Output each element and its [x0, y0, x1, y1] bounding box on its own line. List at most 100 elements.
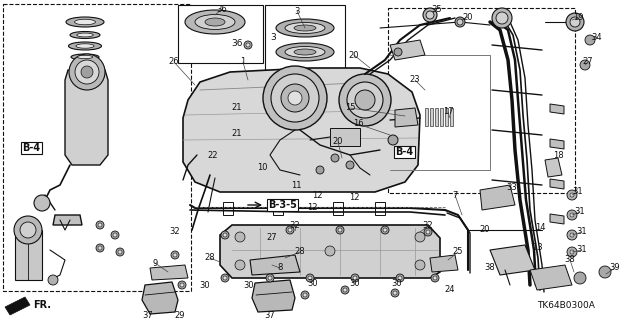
Circle shape [346, 161, 354, 169]
Ellipse shape [77, 56, 93, 59]
Ellipse shape [66, 17, 104, 27]
Circle shape [567, 190, 577, 200]
Circle shape [343, 288, 347, 292]
Circle shape [111, 231, 119, 239]
Circle shape [75, 60, 99, 84]
Circle shape [570, 17, 580, 27]
Circle shape [424, 228, 432, 236]
Text: 30: 30 [349, 279, 360, 288]
Text: B-3-5: B-3-5 [268, 200, 297, 210]
Circle shape [415, 260, 425, 270]
Polygon shape [15, 230, 42, 280]
Circle shape [116, 248, 124, 256]
Bar [435, 108, 438, 126]
Text: 38: 38 [564, 256, 575, 264]
Text: 28: 28 [294, 248, 305, 256]
Circle shape [281, 84, 309, 112]
Circle shape [394, 48, 402, 56]
Polygon shape [183, 68, 420, 192]
Text: 31: 31 [573, 188, 583, 197]
Circle shape [118, 250, 122, 254]
Circle shape [381, 226, 389, 234]
Text: 16: 16 [353, 120, 364, 129]
Text: 29: 29 [175, 310, 185, 319]
Ellipse shape [185, 10, 245, 34]
Circle shape [14, 216, 42, 244]
Circle shape [20, 222, 36, 238]
Polygon shape [430, 255, 458, 272]
Circle shape [339, 74, 391, 126]
Text: 13: 13 [532, 243, 542, 253]
Circle shape [221, 231, 229, 239]
Bar [265, 5, 345, 80]
Ellipse shape [71, 54, 99, 60]
Ellipse shape [74, 19, 95, 25]
Ellipse shape [294, 49, 316, 55]
Circle shape [341, 286, 349, 294]
Ellipse shape [285, 47, 325, 57]
Circle shape [96, 221, 104, 229]
Polygon shape [150, 265, 188, 280]
Text: 12: 12 [275, 204, 285, 212]
Text: 24: 24 [445, 286, 455, 294]
Text: 32: 32 [170, 226, 180, 235]
Text: 31: 31 [575, 207, 586, 217]
Circle shape [415, 232, 425, 242]
Text: 34: 34 [592, 33, 602, 41]
Polygon shape [65, 70, 108, 165]
Circle shape [338, 228, 342, 232]
Circle shape [574, 272, 586, 284]
Polygon shape [5, 297, 30, 315]
Ellipse shape [76, 44, 94, 48]
Circle shape [34, 195, 50, 211]
Circle shape [223, 276, 227, 280]
Bar [425, 108, 428, 126]
Text: FR.: FR. [33, 300, 51, 310]
Polygon shape [480, 185, 515, 210]
Circle shape [566, 13, 584, 31]
Text: 30: 30 [308, 279, 318, 288]
Circle shape [235, 232, 245, 242]
Circle shape [180, 283, 184, 287]
Circle shape [173, 253, 177, 257]
Circle shape [567, 247, 577, 257]
Circle shape [391, 289, 399, 297]
Text: 9: 9 [152, 258, 157, 268]
Text: 27: 27 [267, 233, 277, 241]
Text: 36: 36 [231, 39, 243, 48]
Bar [445, 108, 448, 126]
Text: 36: 36 [216, 4, 227, 13]
Circle shape [266, 274, 274, 282]
Text: 20: 20 [349, 50, 359, 60]
Circle shape [288, 91, 302, 105]
Circle shape [223, 233, 227, 237]
Text: 7: 7 [452, 190, 458, 199]
Text: 31: 31 [577, 227, 588, 236]
Text: 18: 18 [553, 151, 563, 160]
Polygon shape [220, 225, 440, 278]
Circle shape [325, 246, 335, 256]
Text: 20: 20 [480, 226, 490, 234]
Text: B-4: B-4 [395, 147, 413, 157]
Circle shape [396, 274, 404, 282]
Circle shape [599, 266, 611, 278]
Bar [388, 8, 575, 193]
Bar [178, 5, 263, 63]
Text: 17: 17 [443, 108, 453, 116]
Circle shape [286, 226, 294, 234]
Text: 35: 35 [432, 4, 442, 13]
Text: 27: 27 [582, 57, 593, 66]
Circle shape [246, 43, 250, 47]
Text: 26: 26 [169, 57, 179, 66]
Circle shape [426, 230, 430, 234]
Text: 19: 19 [573, 13, 583, 23]
Circle shape [96, 244, 104, 252]
Ellipse shape [205, 18, 225, 26]
Circle shape [388, 135, 398, 145]
Circle shape [580, 60, 590, 70]
Circle shape [271, 74, 319, 122]
Circle shape [570, 233, 574, 237]
Circle shape [288, 228, 292, 232]
Ellipse shape [294, 25, 316, 31]
Ellipse shape [285, 23, 325, 33]
